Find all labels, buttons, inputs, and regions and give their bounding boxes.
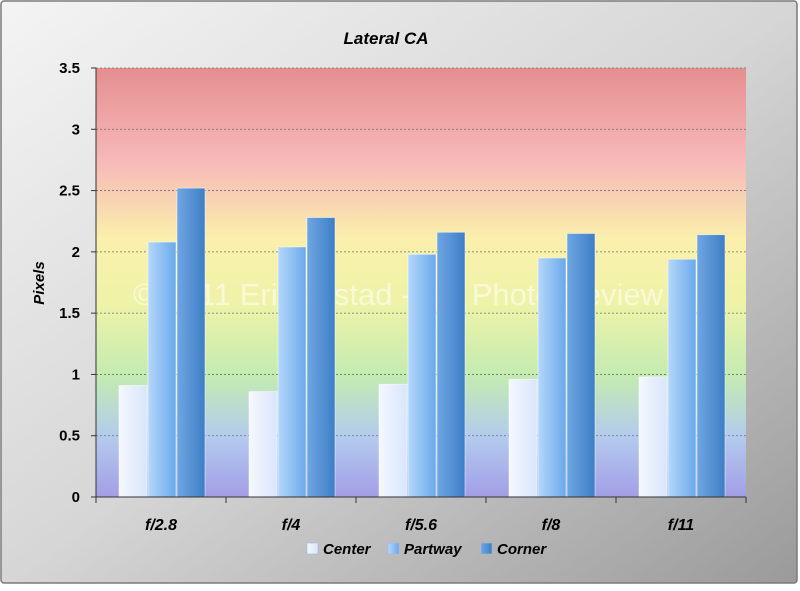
chart-title: Lateral CA — [343, 29, 428, 48]
legend: Center Partway Corner — [306, 541, 547, 558]
y-tick-label: 1.5 — [59, 305, 80, 322]
legend-swatch-corner — [480, 542, 493, 555]
bar-corner — [696, 234, 726, 498]
y-axis-label: Pixels — [31, 261, 48, 304]
x-tick-label: f/8 — [542, 517, 561, 534]
legend-swatch-partway — [387, 542, 400, 555]
bar-center — [638, 376, 668, 498]
bar-center — [118, 385, 148, 498]
x-tick-label: f/2.8 — [145, 517, 177, 534]
y-tick-label: 0.5 — [59, 428, 80, 445]
bar-partway — [147, 241, 177, 498]
legend-label-partway: Partway — [404, 541, 462, 558]
y-tick-label: 3 — [72, 121, 80, 138]
bar-center — [248, 391, 278, 498]
x-tick-label: f/11 — [668, 517, 694, 534]
y-tick-label: 2 — [72, 244, 80, 261]
bar-partway — [537, 257, 567, 498]
bar-corner — [306, 217, 336, 498]
y-tick-label: 3.5 — [59, 60, 80, 77]
bar-center — [508, 378, 538, 498]
bar-partway — [667, 258, 697, 498]
bar-partway — [277, 246, 307, 498]
legend-swatch-center — [306, 542, 319, 555]
bars — [118, 187, 726, 498]
bar-center — [378, 383, 408, 498]
legend-label-corner: Corner — [497, 541, 547, 558]
y-tick-label: 2.5 — [59, 183, 80, 200]
x-tick-label: f/5.6 — [405, 517, 437, 534]
axes: 0 0.5 1 1.5 2 2.5 3 3.5 f/2.8 f/4 f/5.6 f/8 f/11 — [59, 60, 747, 534]
y-tick-label: 1 — [72, 366, 80, 383]
bar-corner — [176, 187, 206, 498]
bar-corner — [566, 233, 596, 498]
legend-label-center: Center — [323, 541, 372, 558]
bar-partway — [407, 253, 437, 498]
bar-corner — [436, 231, 466, 498]
x-tick-label: f/4 — [282, 517, 301, 534]
y-tick-label: 0 — [72, 489, 80, 506]
